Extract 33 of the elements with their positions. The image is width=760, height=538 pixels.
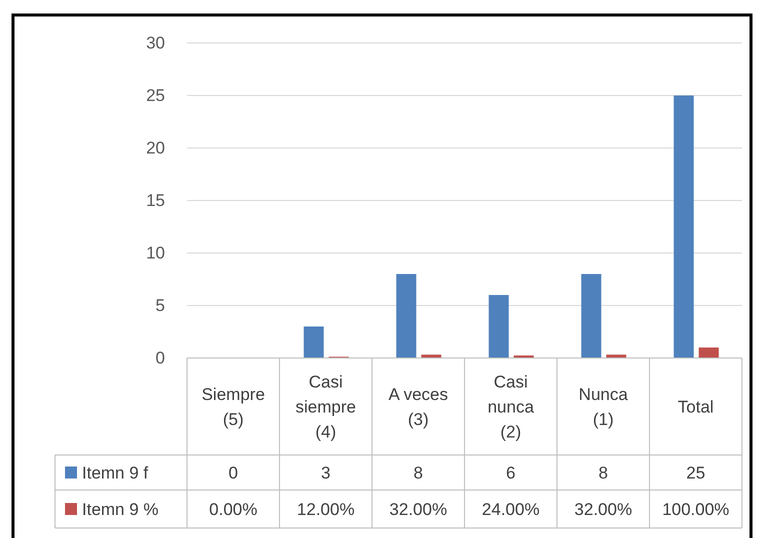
data-label: 0 [228,464,238,482]
bar [396,274,416,358]
data-label: 3 [321,464,330,482]
x-tick-label: A veces (3) [388,385,448,429]
bar [698,348,719,358]
data-label: 12.00% [296,500,355,519]
bar [674,96,694,358]
data-label: 8 [598,464,608,482]
legend-label: Itemn 9 f [82,464,148,482]
x-tick-label: Total [678,398,714,416]
y-tick-label: 0 [156,348,165,368]
x-tick-label: Casi nunca (2) [488,372,534,442]
x-tick-label: Nunca (1) [578,385,628,429]
legend-label: Itemn 9 % [82,500,159,519]
data-label: 32.00% [389,500,448,519]
bar [581,274,602,358]
data-label: 100.00% [662,500,730,519]
data-label: 24.00% [482,500,540,519]
data-label: 6 [506,464,516,482]
y-tick-label: 5 [156,296,165,315]
y-tick-label: 15 [146,190,165,210]
y-tick-label: 25 [146,86,165,105]
bar [488,295,509,358]
y-tick-label: 20 [146,138,165,158]
data-label: 8 [414,464,423,482]
data-label: 25 [686,464,706,482]
y-tick-label: 10 [146,243,165,262]
data-label: 0.00% [209,500,258,519]
bar [304,326,324,358]
x-tick-label: Siempre (5) [202,385,265,429]
data-label: 32.00% [574,500,632,519]
y-tick-label: 30 [146,33,165,52]
x-tick-label: Casi siempre (4) [296,372,356,442]
